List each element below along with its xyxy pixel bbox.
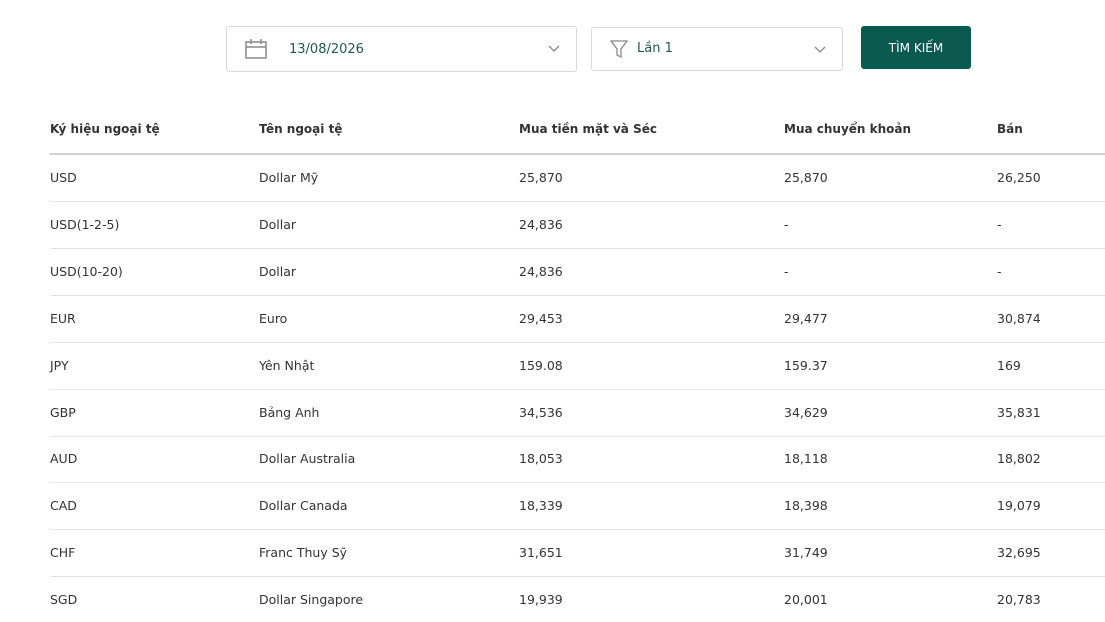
table-cell: USD(1-2-5) (50, 216, 120, 232)
table-cell: SGD (50, 592, 78, 608)
column-header: Bán (997, 122, 1023, 136)
table-cell: EUR (50, 310, 76, 326)
date-value: 13/08/2026 (289, 42, 364, 57)
table-cell: - (997, 216, 1002, 232)
table-cell: CAD (50, 498, 77, 514)
row-rule (50, 342, 1105, 343)
table-cell: CHF (50, 545, 76, 561)
table-cell: 25,870 (519, 170, 563, 185)
table-cell: Dollar Mỹ (259, 170, 319, 185)
round-value: Lần 1 (637, 41, 673, 56)
row-rule (50, 201, 1105, 202)
table-cell: - (784, 216, 789, 232)
calendar-icon (245, 39, 267, 59)
table-cell: Dollar Australia (259, 451, 356, 467)
chevron (548, 45, 560, 52)
search-button[interactable]: TÌM KIẾM (861, 26, 971, 69)
chevron (814, 46, 826, 53)
round-select[interactable]: Lần 1 (591, 27, 843, 71)
table-cell: 24,836 (519, 263, 563, 279)
table-cell: 18,339 (519, 498, 563, 514)
table-cell: Dollar Canada (259, 498, 348, 514)
table-cell: 169 (997, 357, 1021, 373)
row-rule (50, 248, 1105, 249)
table-cell: Dollar Singapore (259, 592, 364, 608)
table-cell: 32,695 (997, 545, 1041, 561)
table-cell: Yên Nhật (259, 357, 315, 373)
table-cell: 29,453 (519, 310, 563, 326)
column-header: Tên ngoại tệ (259, 122, 343, 136)
filter-icon (610, 40, 628, 59)
table-cell: 31,749 (784, 545, 828, 561)
table-cell: AUD (50, 451, 78, 467)
row-rule (50, 295, 1105, 296)
table-cell: - (997, 263, 1002, 279)
table-cell: 18,118 (784, 451, 828, 467)
table-cell: 26,250 (997, 170, 1041, 185)
column-header: Mua tiền mặt và Séc (519, 122, 657, 136)
table-cell: Euro (259, 310, 288, 326)
table-cell: USD (50, 170, 77, 185)
table-cell: JPY (50, 357, 69, 373)
table-cell: 24,836 (519, 216, 563, 232)
date-picker[interactable]: 13/08/2026 (226, 26, 577, 72)
table-cell: 18,802 (997, 451, 1041, 467)
row-rule (50, 482, 1105, 483)
table-cell: - (784, 263, 789, 279)
row-rule (50, 389, 1105, 390)
row-rule (50, 529, 1105, 530)
table-cell: GBP (50, 404, 76, 420)
table-cell: 35,831 (997, 404, 1041, 420)
table-cell: 25,870 (784, 170, 828, 185)
table-cell: Dollar (259, 216, 297, 232)
table-cell: 18,398 (784, 498, 828, 514)
table-cell: 31,651 (519, 545, 563, 561)
column-header: Mua chuyển khoản (784, 122, 912, 136)
table-cell: Franc Thuy Sỹ (259, 545, 348, 561)
table-cell: 19,079 (997, 498, 1041, 514)
table-cell: 159.08 (519, 357, 563, 373)
table-cell: Bảng Anh (259, 404, 320, 420)
table-cell: USD(10-20) (50, 263, 123, 279)
table-cell: Dollar (259, 263, 297, 279)
table-cell: 34,536 (519, 404, 563, 420)
header-rule (50, 153, 1105, 155)
row-rule (50, 436, 1105, 437)
table-cell: 30,874 (997, 310, 1041, 326)
table-cell: 29,477 (784, 310, 828, 326)
table-cell: 19,939 (519, 592, 563, 608)
column-header: Ký hiệu ngoại tệ (50, 122, 160, 136)
table-cell: 20,783 (997, 592, 1041, 608)
table-cell: 18,053 (519, 451, 563, 467)
row-rule (50, 576, 1105, 577)
table-cell: 159.37 (784, 357, 828, 373)
table-cell: 20,001 (784, 592, 828, 608)
table-cell: 34,629 (784, 404, 828, 420)
